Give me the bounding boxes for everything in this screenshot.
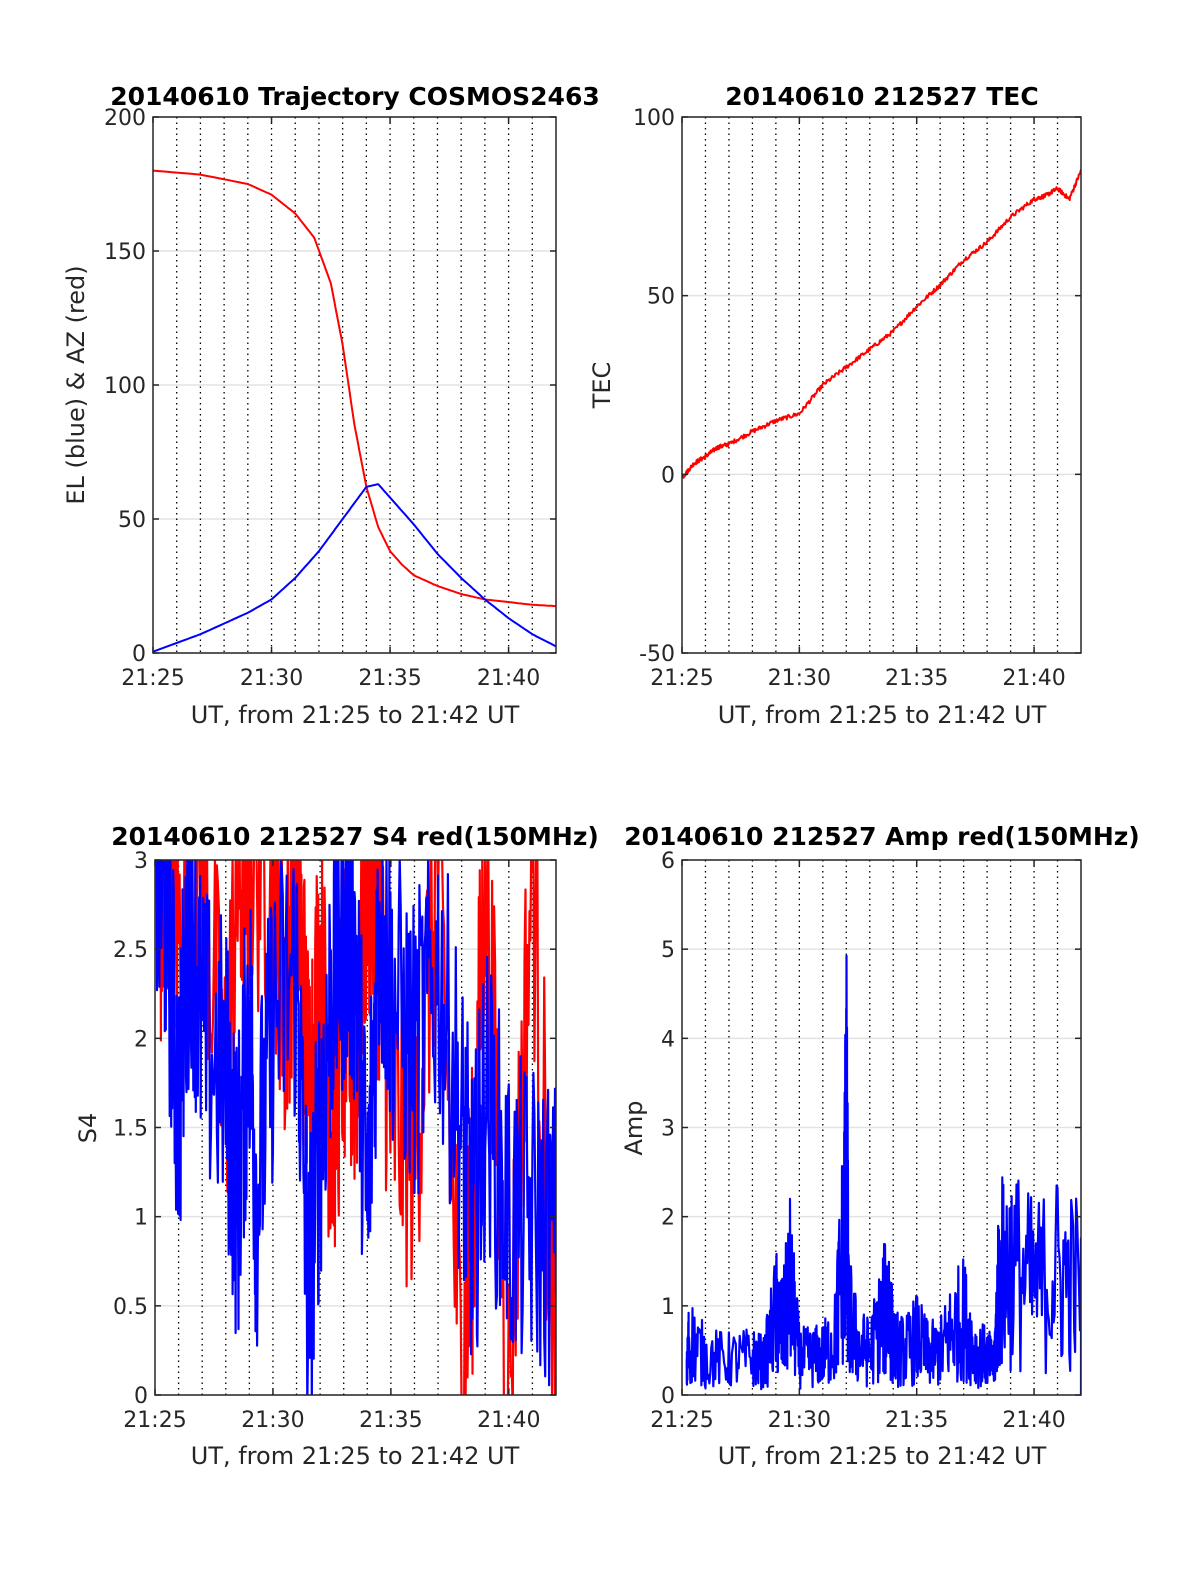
x-tick-label: 21:40 [1002,1408,1065,1433]
plot-area-4: 0 1 2 3 4 5 6 21:25 21:30 21:35 21:40 [650,849,1082,1433]
y-tick-label: 0 [134,1384,148,1409]
panel-trajectory: 20140610 Trajectory COSMOS2463 UT, from … [62,82,600,729]
panel-title: 20140610 212527 TEC [725,82,1038,111]
panel-amp: 20140610 212527 Amp red(150MHz) UT, from… [620,822,1140,1470]
y-tick-label: 2 [134,1027,148,1052]
x-axis-label: UT, from 21:25 to 21:42 UT [191,701,520,729]
plot-area-3: 0 0.5 1 1.5 2 2.5 3 21:25 21:30 21:35 21:40 [113,849,557,1433]
y-tick-label: 5 [661,938,675,963]
panel-title: 20140610 Trajectory COSMOS2463 [110,82,600,111]
x-axis-label: UT, from 21:25 to 21:42 UT [718,701,1047,729]
y-tick-label: 100 [104,374,146,399]
x-tick-label: 21:30 [240,666,303,691]
axes-box [681,116,1082,654]
y-tick-label: -50 [639,642,675,667]
y-tick-label: 4 [661,1027,675,1052]
y-tick-label: 1.5 [113,1117,148,1142]
y-tick-label: 1 [134,1206,148,1231]
panel-title: 20140610 212527 S4 red(150MHz) [111,822,599,851]
az-series-line [153,169,556,608]
el-series-line [153,483,556,653]
x-tick-label: 21:40 [1002,666,1065,691]
y-tick-label: 2 [661,1206,675,1231]
plot-area-1: 0 50 100 150 200 21:25 21:30 21:35 21:40 [104,106,557,691]
y-tick-label: 0 [661,463,675,488]
y-tick-label: 0 [661,1384,675,1409]
x-tick-label: 21:30 [768,666,831,691]
x-tick-label: 21:25 [121,666,184,691]
x-tick-label: 21:25 [123,1408,186,1433]
y-tick-label: 100 [633,106,675,131]
plot-area-2: -50 0 50 100 21:25 21:30 21:35 21:40 [633,106,1082,691]
y-axis-label: EL (blue) & AZ (red) [62,265,90,504]
x-tick-label: 21:30 [241,1408,304,1433]
y-axis-label: Amp [620,1100,648,1155]
y-tick-label: 150 [104,240,146,265]
y-tick-label: 1 [661,1295,675,1320]
x-tick-label: 21:35 [358,666,421,691]
y-tick-label: 2.5 [113,938,148,963]
y-tick-label: 50 [118,508,146,533]
y-tick-label: 0 [132,642,146,667]
x-tick-label: 21:40 [477,666,540,691]
y-tick-label: 3 [134,849,148,874]
x-tick-label: 21:35 [885,1408,948,1433]
x-tick-label: 21:35 [359,1408,422,1433]
y-axis-label: S4 [74,1113,102,1144]
y-tick-label: 0.5 [113,1295,148,1320]
panel-title: 20140610 212527 Amp red(150MHz) [624,822,1140,851]
y-tick-label: 3 [661,1117,675,1142]
x-tick-label: 21:25 [650,1408,713,1433]
y-tick-label: 6 [661,849,675,874]
x-axis-label: UT, from 21:25 to 21:42 UT [718,1442,1047,1470]
x-tick-label: 21:30 [768,1408,831,1433]
x-tick-label: 21:35 [885,666,948,691]
x-axis-label: UT, from 21:25 to 21:42 UT [191,1442,520,1470]
y-tick-label: 200 [104,106,146,131]
panel-tec: 20140610 212527 TEC UT, from 21:25 to 21… [588,82,1047,729]
y-tick-label: 50 [647,285,675,310]
amp-series-line [685,954,1081,1395]
x-tick-label: 21:25 [650,666,713,691]
x-tick-label: 21:40 [477,1408,540,1433]
tec-series-line [682,169,1081,479]
y-axis-label: TEC [588,362,616,410]
panel-s4: 20140610 212527 S4 red(150MHz) UT, from … [74,822,599,1470]
s4-blue-series-line [155,860,556,1395]
